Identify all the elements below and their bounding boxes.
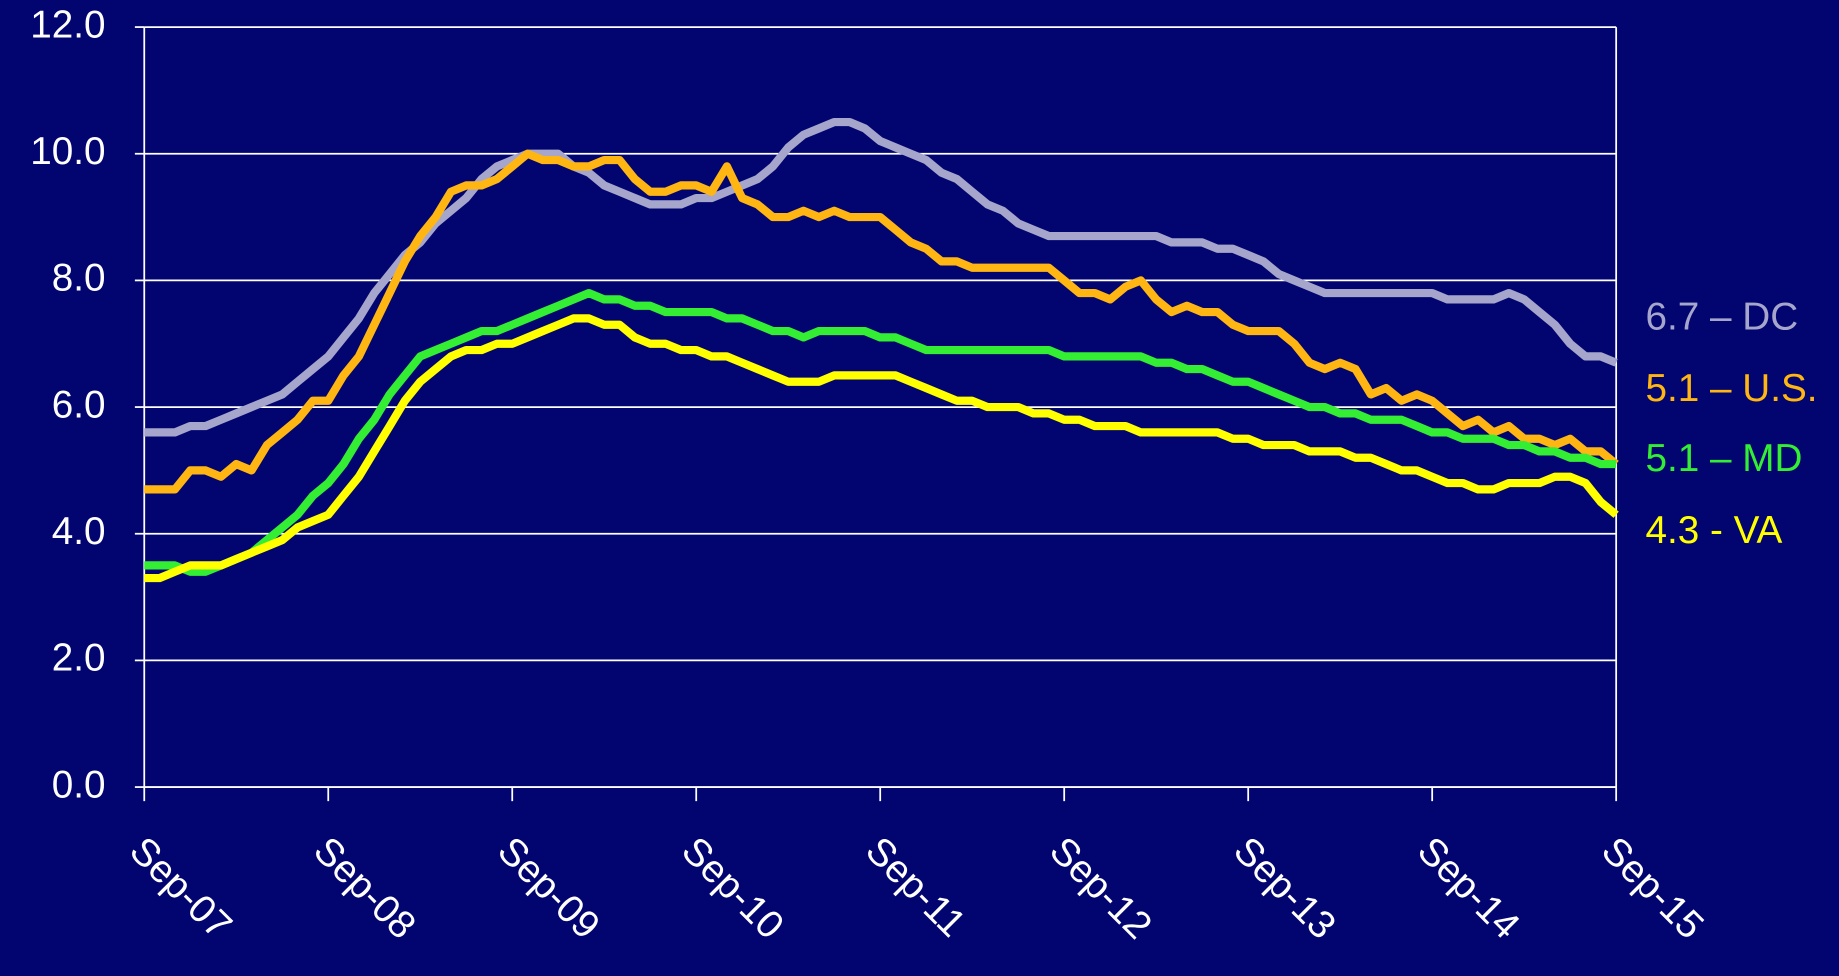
- line: [144, 314, 1619, 583]
- y-tick-label: 6.0: [52, 383, 106, 426]
- y-tick-label: 0.0: [52, 763, 106, 806]
- y-tick-label: 8.0: [52, 257, 106, 300]
- line: [144, 117, 1618, 437]
- y-tick-label: 10.0: [30, 130, 105, 173]
- y-tick-label: 2.0: [52, 637, 106, 680]
- y-tick-label: 4.0: [52, 510, 106, 553]
- line: [144, 288, 1617, 576]
- legend-label: 4.3 - VA: [1645, 509, 1782, 552]
- legend-label: 5.1 – U.S.: [1645, 367, 1817, 410]
- legend-label: 5.1 – MD: [1645, 437, 1802, 480]
- line: [144, 149, 1619, 494]
- legend-label: 6.7 – DC: [1645, 295, 1798, 338]
- y-tick-label: 12.0: [30, 3, 105, 46]
